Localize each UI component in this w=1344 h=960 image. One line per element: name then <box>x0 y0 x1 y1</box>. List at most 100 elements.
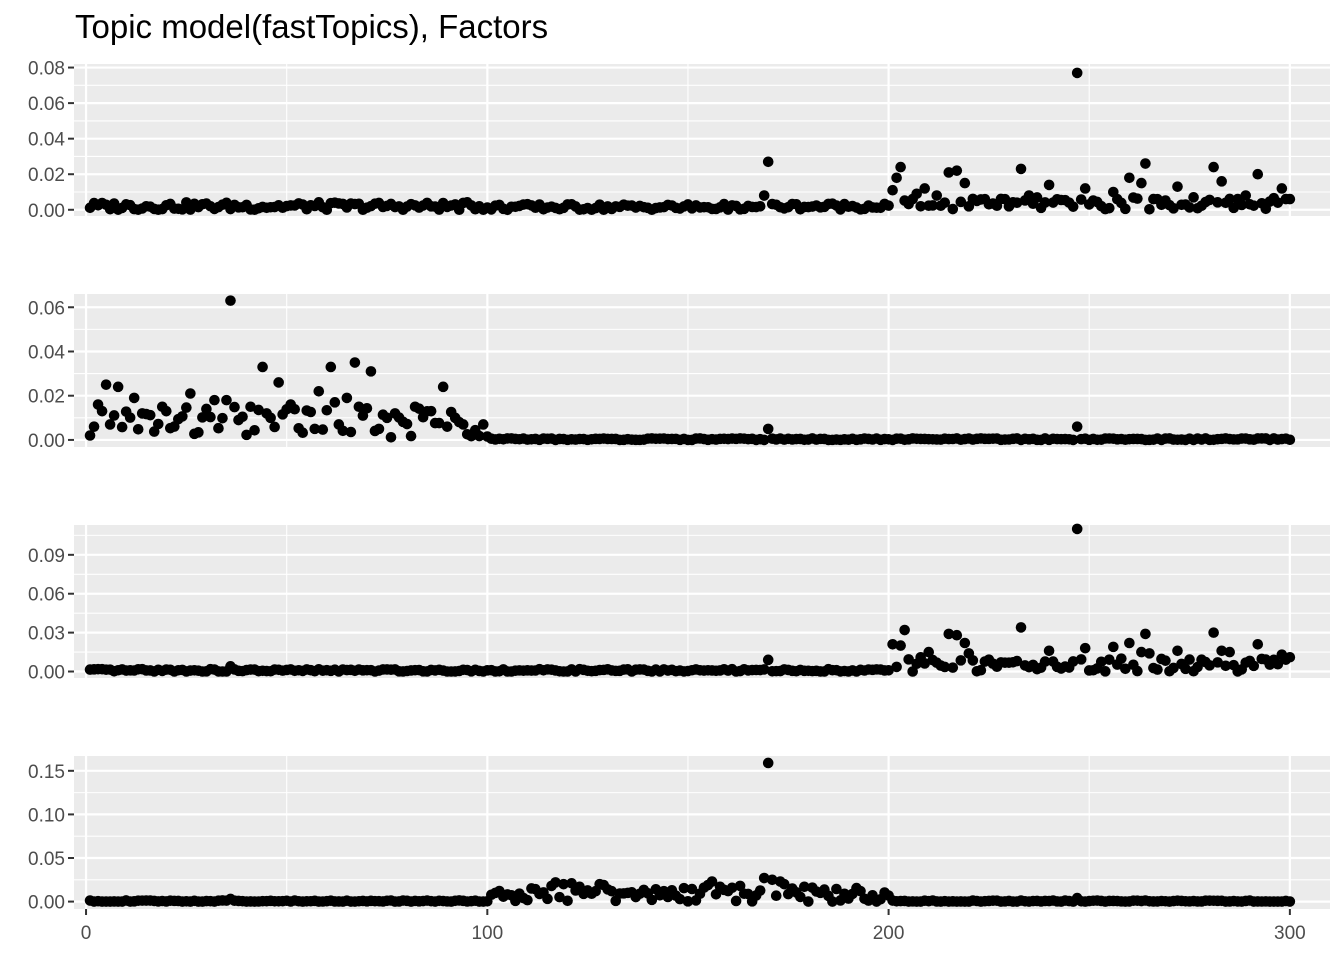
y-tick-label: 0.05 <box>28 849 65 870</box>
data-point <box>249 424 260 436</box>
data-point <box>903 654 914 665</box>
data-point <box>132 423 144 435</box>
data-point <box>281 403 292 415</box>
data-point <box>241 429 252 441</box>
data-point <box>273 377 284 388</box>
data-point <box>1168 203 1179 214</box>
data-point <box>433 417 445 429</box>
data-point <box>385 431 397 443</box>
data-point <box>975 664 987 676</box>
data-point <box>879 887 890 898</box>
data-point <box>887 184 898 196</box>
data-point <box>116 421 128 433</box>
data-point <box>201 403 212 415</box>
data-point <box>762 423 774 435</box>
facet-panel-4: 0.00 0.05 0.10 0.15 <box>28 756 1330 914</box>
data-point <box>1280 193 1292 205</box>
data-point <box>213 422 224 434</box>
data-point <box>1144 203 1155 215</box>
x-tick-label: 100 <box>471 923 503 944</box>
data-point <box>1152 664 1163 675</box>
data-point <box>947 203 959 215</box>
y-tick-label: 0.02 <box>28 165 65 186</box>
data-point <box>1067 434 1079 446</box>
data-point <box>1124 172 1135 184</box>
data-point <box>766 874 778 886</box>
data-point <box>590 885 601 897</box>
data-point <box>951 629 963 641</box>
data-point <box>746 896 758 907</box>
data-point <box>221 394 232 406</box>
data-point <box>1136 646 1147 658</box>
data-point <box>726 882 738 894</box>
data-point <box>606 885 618 897</box>
data-point <box>1075 194 1087 205</box>
data-point <box>919 183 931 194</box>
data-point <box>152 418 164 430</box>
data-point <box>1236 199 1248 211</box>
data-point <box>710 888 722 900</box>
data-point <box>1120 663 1131 675</box>
data-point <box>453 416 465 428</box>
data-point <box>329 397 341 408</box>
data-point <box>445 406 457 418</box>
data-point <box>1140 628 1151 640</box>
data-point <box>1216 645 1227 657</box>
y-tick-label: 0.03 <box>28 624 65 645</box>
data-point <box>88 421 100 432</box>
data-point <box>128 392 140 404</box>
data-point <box>353 401 365 413</box>
data-point <box>939 197 951 208</box>
data-point <box>197 412 208 423</box>
data-point <box>1071 523 1083 535</box>
data-point <box>100 379 112 390</box>
data-point <box>1248 200 1260 211</box>
data-point <box>1212 197 1223 208</box>
data-point <box>1204 660 1215 671</box>
data-point <box>108 410 120 421</box>
data-point <box>927 200 939 211</box>
data-point <box>1011 197 1023 209</box>
data-point <box>1184 654 1195 665</box>
data-point <box>895 161 906 173</box>
data-point <box>1043 645 1055 657</box>
data-point <box>1136 177 1147 189</box>
data-point <box>1103 202 1115 214</box>
data-point <box>217 412 228 424</box>
y-tick-label: 0.06 <box>28 585 65 606</box>
data-point <box>754 885 766 896</box>
data-point <box>754 201 766 212</box>
data-point <box>919 658 931 669</box>
data-point <box>437 381 449 393</box>
data-point <box>325 361 337 373</box>
data-point <box>1252 168 1264 180</box>
data-point <box>582 885 593 896</box>
data-point <box>1240 190 1252 201</box>
data-point <box>1031 192 1043 203</box>
data-point <box>337 425 349 437</box>
data-point <box>654 889 666 901</box>
data-point <box>221 895 232 906</box>
data-point <box>1204 194 1215 206</box>
data-point <box>1144 648 1155 659</box>
data-point <box>253 404 264 416</box>
data-point <box>799 881 810 893</box>
data-point <box>1067 896 1079 907</box>
data-point <box>221 666 232 677</box>
data-point <box>1284 896 1296 907</box>
data-point <box>955 196 967 208</box>
data-point <box>1095 656 1107 668</box>
data-point <box>124 412 136 423</box>
data-point <box>967 193 979 205</box>
y-tick-label: 0.02 <box>28 387 65 408</box>
data-point <box>297 427 309 439</box>
data-point <box>827 896 838 907</box>
chart-title: Topic model(fastTopics), Factors <box>75 8 549 45</box>
data-point <box>104 419 116 430</box>
y-tick-label: 0.04 <box>28 130 65 151</box>
y-tick-label: 0.00 <box>28 201 65 222</box>
data-point <box>694 888 706 899</box>
data-point <box>943 167 955 178</box>
data-point <box>762 156 774 168</box>
data-point <box>1168 662 1179 674</box>
